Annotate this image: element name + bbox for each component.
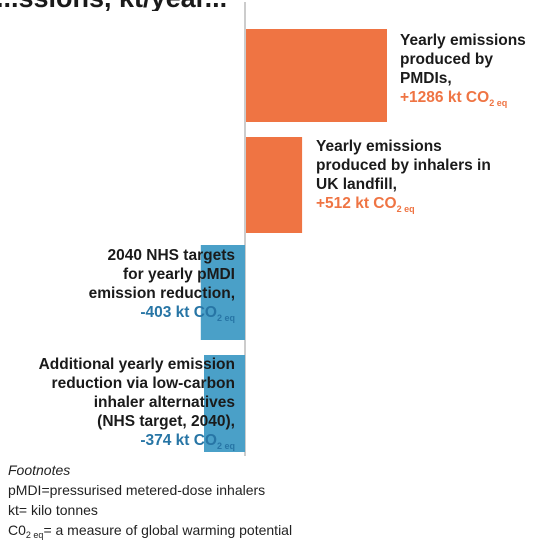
label-line: UK landfill, <box>316 176 397 193</box>
bar-low-carbon-reduction <box>204 355 245 452</box>
label-line: Additional yearly emission <box>38 356 235 373</box>
label-line: emission reduction, <box>88 285 235 302</box>
label-line: (NHS target, 2040), <box>97 413 235 430</box>
label-line: for yearly pMDI <box>123 266 235 283</box>
footnotes: Footnotes pMDI=pressurised metered-dose … <box>8 460 292 545</box>
label-line: reduction via low-carbon <box>51 375 235 392</box>
label-line: produced by inhalers in <box>316 157 491 174</box>
footnote-pmdi: pMDI=pressurised metered-dose inhalers <box>8 482 266 498</box>
label-pmdi-emissions: Yearly emissions produced by PMDIs, +1286 k… <box>400 31 526 113</box>
label-line: PMDIs, <box>400 70 452 87</box>
data-value-label: -374 kt CO2 eq <box>140 432 235 451</box>
data-value-label: -403 kt CO2 eq <box>140 304 235 323</box>
label-line: produced by <box>400 51 494 68</box>
data-value-label: +1286 kt CO2 eq <box>400 89 508 108</box>
label-landfill-emissions: Yearly emissions produced by inhalers in U… <box>316 137 491 219</box>
label-line: Yearly emissions <box>400 32 526 49</box>
label-nhs-target-reduction: 2040 NHS targets for yearly pMDI emission … <box>89 246 235 328</box>
label-line: inhaler alternatives <box>93 394 235 411</box>
footnote-kt: kt= kilo tonnes <box>8 502 98 518</box>
label-line: Yearly emissions <box>316 138 442 155</box>
bar-nhs-target-reduction <box>200 245 245 340</box>
label-low-carbon-reduction: Additional yearly emission reduction via … <box>39 355 235 456</box>
label-line: 2040 NHS targets <box>107 247 235 264</box>
chart-title: ...ssions, kt/year... <box>0 0 540 11</box>
data-value-label: +512 kt CO2 eq <box>316 195 415 214</box>
bar-pmdi-emissions <box>246 29 387 122</box>
footnote-co2eq: C02 eq= a measure of global warming pote… <box>8 522 293 540</box>
bar-landfill-emissions <box>246 137 303 233</box>
diverging-bar-chart <box>200 2 387 456</box>
footnotes-heading: Footnotes <box>8 462 71 478</box>
